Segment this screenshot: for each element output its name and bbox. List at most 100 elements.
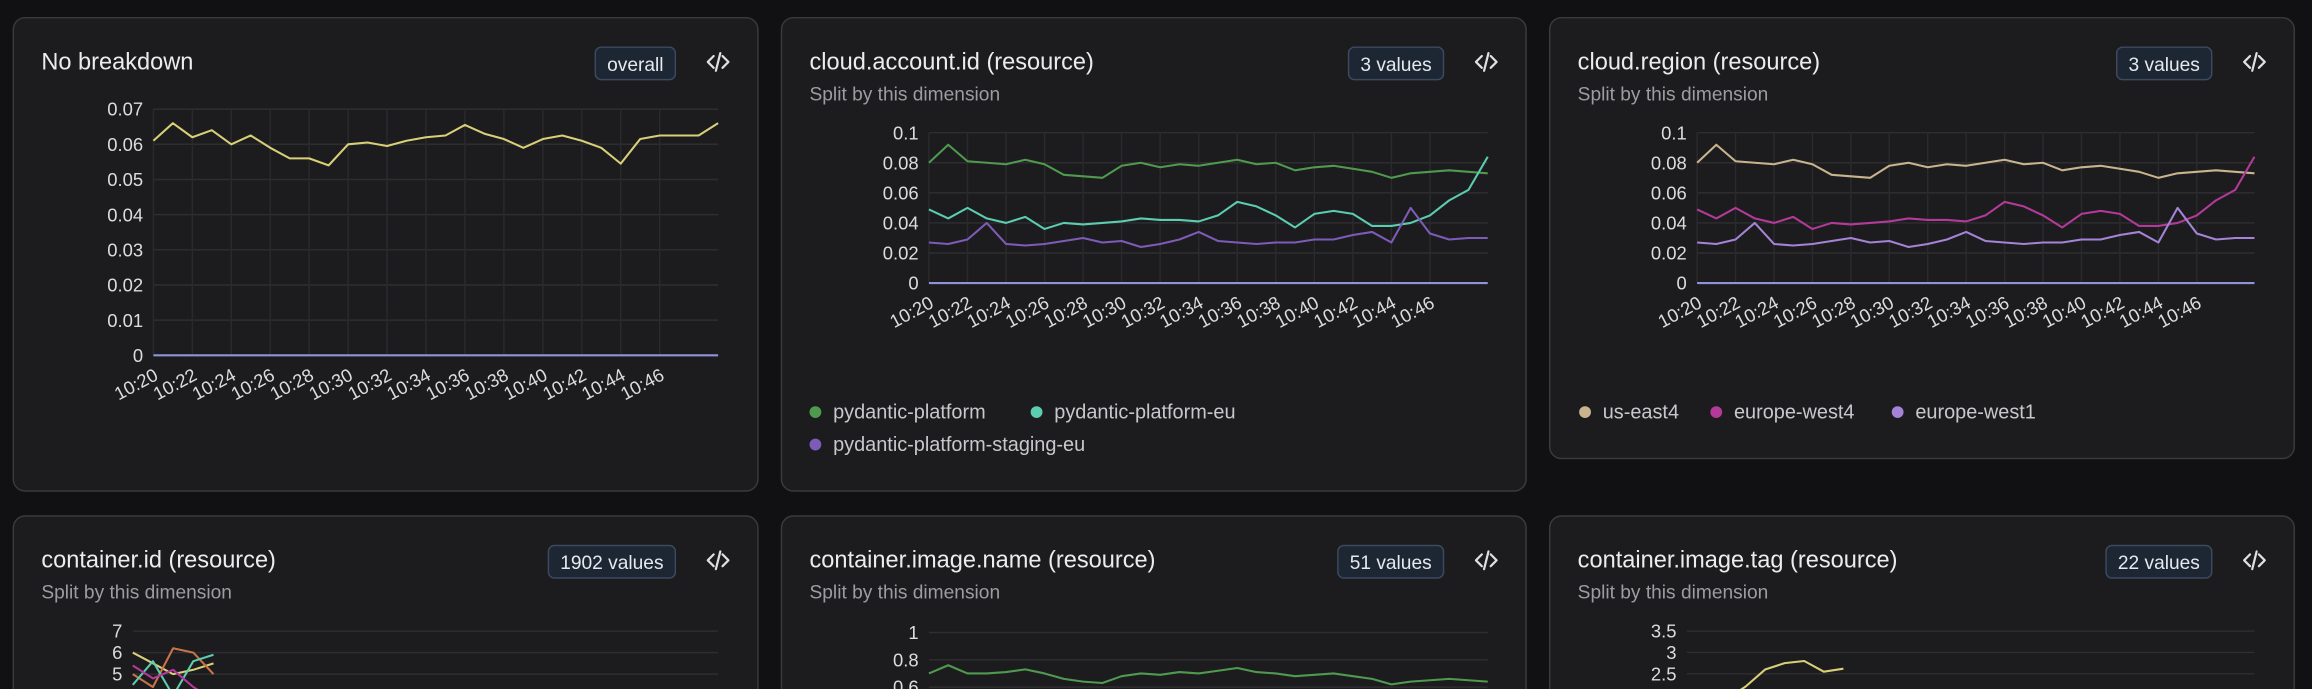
series-line bbox=[1696, 143, 2255, 179]
y-tick-label: 5 bbox=[112, 664, 122, 685]
y-tick-label: 0.1 bbox=[893, 122, 919, 143]
legend-item[interactable]: us-east4 bbox=[1579, 402, 1679, 424]
y-tick-label: 0.02 bbox=[883, 243, 919, 264]
panel: cloud.region (resource) Split by this dim… bbox=[1548, 16, 2295, 460]
series-line bbox=[928, 143, 1488, 179]
badge-label: 1902 values bbox=[560, 553, 663, 574]
panel-subtitle: Split by this dimension bbox=[1578, 583, 1769, 604]
series-line bbox=[152, 122, 719, 167]
code-icon[interactable] bbox=[1474, 51, 1498, 72]
legend-item[interactable]: pydantic-platform bbox=[809, 402, 986, 424]
panel-title: container.id (resource) bbox=[41, 547, 276, 573]
legend-swatch bbox=[1030, 406, 1043, 419]
code-icon[interactable] bbox=[706, 550, 730, 571]
panel-title: No breakdown bbox=[41, 48, 193, 74]
legend-item[interactable]: pydantic-platform-eu bbox=[1030, 402, 1236, 424]
y-tick-label: 0.02 bbox=[1651, 243, 1687, 264]
panel-subtitle: Split by this dimension bbox=[1578, 84, 1769, 105]
y-tick-label: 6 bbox=[112, 642, 122, 663]
legend-swatch bbox=[1891, 406, 1904, 419]
code-icon-path bbox=[2243, 51, 2266, 72]
series-line bbox=[132, 664, 199, 689]
badge[interactable]: 22 values bbox=[2105, 544, 2213, 579]
series-line bbox=[928, 664, 1488, 686]
badge[interactable]: 3 values bbox=[1347, 46, 1445, 81]
code-icon[interactable] bbox=[706, 51, 730, 72]
series-line bbox=[1740, 659, 1844, 689]
code-icon-path bbox=[1474, 51, 1498, 72]
legend-swatch bbox=[1579, 406, 1591, 419]
legend-swatch bbox=[809, 406, 822, 419]
badge-box bbox=[1347, 46, 1445, 81]
y-tick-label: 0.8 bbox=[893, 649, 919, 670]
legend-item[interactable]: europe-west4 bbox=[1710, 402, 1855, 424]
code-icon[interactable] bbox=[2243, 550, 2266, 571]
badge[interactable]: 51 values bbox=[1337, 544, 1445, 579]
code-icon-path bbox=[2243, 550, 2266, 571]
y-tick-label: 3 bbox=[1666, 642, 1676, 663]
panel: container.image.tag (resource) Split by t… bbox=[1548, 515, 2295, 689]
series-line bbox=[131, 653, 214, 689]
y-tick-label: 0.04 bbox=[1651, 213, 1687, 234]
y-tick-label: 0.1 bbox=[1661, 122, 1687, 143]
series-line bbox=[132, 651, 214, 676]
chart: 567 bbox=[112, 621, 719, 689]
code-icon[interactable] bbox=[1474, 550, 1498, 571]
y-tick-label: 7 bbox=[112, 621, 122, 642]
legend-label: us-east4 bbox=[1603, 402, 1679, 424]
code-icon-path bbox=[706, 550, 730, 571]
panel-title: container.image.tag (resource) bbox=[1578, 547, 1898, 573]
y-tick-label: 0.6 bbox=[893, 677, 919, 689]
badge-label: 22 values bbox=[2118, 553, 2200, 574]
badge-box bbox=[2105, 544, 2213, 579]
badge-box bbox=[2116, 46, 2213, 81]
badge-box bbox=[594, 46, 677, 81]
series-line bbox=[1697, 206, 2255, 249]
y-tick-label: 0.01 bbox=[107, 310, 143, 331]
chart: 2.533.5 bbox=[1651, 621, 2255, 689]
code-icon-path bbox=[706, 51, 730, 72]
badge[interactable]: 1902 values bbox=[547, 544, 677, 579]
panel: container.id (resource) Split by this dim… bbox=[12, 515, 759, 689]
series-line bbox=[1696, 156, 2256, 230]
y-tick-label: 0 bbox=[1677, 273, 1687, 294]
legend-label: pydantic-platform-eu bbox=[1054, 402, 1235, 424]
panel-subtitle: Split by this dimension bbox=[41, 583, 232, 604]
code-icon[interactable] bbox=[2243, 51, 2266, 72]
y-tick-label: 0 bbox=[133, 345, 143, 366]
panel-title: container.image.name (resource) bbox=[810, 547, 1156, 573]
y-tick-label: 2.5 bbox=[1651, 663, 1677, 684]
badge-label: 3 values bbox=[1360, 55, 1431, 76]
badge-label: 51 values bbox=[1350, 553, 1432, 574]
series-line bbox=[928, 206, 1488, 249]
panel: container.image.name (resource) Split by … bbox=[780, 515, 1527, 689]
panel-title: cloud.account.id (resource) bbox=[810, 48, 1094, 74]
y-tick-label: 1 bbox=[908, 622, 918, 643]
y-tick-label: 0.03 bbox=[107, 239, 143, 260]
y-tick-label: 3.5 bbox=[1651, 621, 1677, 642]
series-line bbox=[928, 156, 1489, 230]
legend-swatch bbox=[809, 438, 822, 451]
legend-item[interactable]: europe-west1 bbox=[1891, 402, 2036, 424]
legend-item[interactable]: pydantic-platform-staging-eu bbox=[809, 434, 1086, 456]
legend-label: europe-west1 bbox=[1915, 402, 2036, 424]
panel-subtitle: Split by this dimension bbox=[810, 84, 1001, 105]
legend-label: pydantic-platform-staging-eu bbox=[833, 434, 1085, 456]
panel: cloud.account.id (resource) Split by this… bbox=[780, 16, 1527, 492]
badge[interactable]: overall bbox=[594, 46, 677, 81]
y-tick-label: 0.04 bbox=[883, 213, 919, 234]
y-tick-label: 0.06 bbox=[1651, 182, 1687, 203]
legend-swatch bbox=[1710, 406, 1723, 419]
panel-card bbox=[12, 16, 759, 492]
legend-label: pydantic-platform bbox=[833, 402, 986, 424]
y-tick-label: 0.08 bbox=[883, 152, 919, 173]
badge[interactable]: 3 values bbox=[2116, 46, 2213, 81]
panel-subtitle: Split by this dimension bbox=[810, 583, 1001, 604]
y-tick-label: 0.05 bbox=[107, 169, 143, 190]
y-tick-label: 0.08 bbox=[1651, 152, 1687, 173]
y-tick-label: 0.04 bbox=[107, 204, 143, 225]
y-tick-label: 0.06 bbox=[883, 182, 919, 203]
panel-card bbox=[1548, 16, 2295, 460]
